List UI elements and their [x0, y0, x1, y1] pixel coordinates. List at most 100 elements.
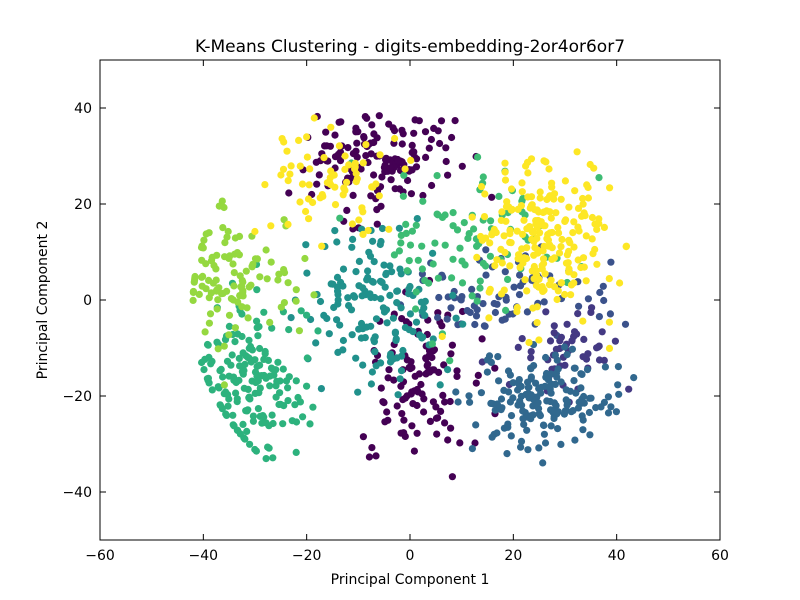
scatter-point [372, 362, 380, 370]
scatter-point [360, 133, 368, 141]
scatter-point [362, 141, 370, 149]
scatter-point [312, 339, 320, 347]
scatter-point [421, 128, 430, 136]
scatter-point [442, 144, 450, 152]
scatter-point [254, 405, 262, 413]
scatter-point [506, 262, 514, 270]
scatter-point [318, 191, 326, 199]
scatter-point [571, 328, 579, 336]
scatter-point [355, 325, 363, 333]
scatter-point [368, 368, 376, 376]
scatter-point [348, 331, 356, 339]
scatter-point [540, 430, 549, 438]
scatter-point [334, 296, 342, 304]
scatter-point [605, 318, 614, 326]
scatter-point [320, 154, 328, 162]
scatter-point [482, 262, 490, 270]
scatter-point [577, 370, 585, 378]
scatter-point [339, 282, 347, 290]
scatter-point [433, 172, 441, 180]
scatter-point [517, 443, 525, 451]
scatter-point [527, 354, 535, 362]
scatter-point [448, 341, 456, 349]
scatter-point [409, 148, 417, 156]
scatter-point [267, 364, 276, 372]
scatter-point [604, 409, 613, 417]
scatter-point [503, 450, 511, 458]
scatter-point [413, 429, 421, 437]
scatter-point [595, 215, 603, 223]
scatter-point [453, 367, 461, 375]
scatter-point [398, 140, 406, 148]
scatter-point [429, 249, 437, 257]
scatter-point [547, 422, 555, 430]
scatter-point [213, 305, 221, 313]
scatter-point [254, 332, 262, 340]
scatter-point [393, 287, 402, 295]
y-tick-label: 0 [83, 293, 92, 309]
scatter-point [380, 261, 388, 269]
scatter-point [586, 160, 594, 169]
scatter-point [443, 315, 451, 323]
scatter-point [378, 173, 386, 181]
scatter-point [557, 243, 565, 251]
scatter-point [534, 246, 542, 254]
scatter-point [615, 390, 623, 398]
scatter-point [364, 267, 372, 275]
scatter-point [550, 195, 558, 203]
scatter-point [452, 314, 460, 322]
scatter-point [275, 270, 283, 278]
x-tick-label: −60 [85, 548, 115, 564]
scatter-point [561, 343, 569, 351]
scatter-point [547, 389, 555, 397]
scatter-point [542, 308, 550, 316]
scatter-point [362, 152, 370, 160]
scatter-point [525, 338, 533, 347]
scatter-point [444, 436, 452, 444]
scatter-point [207, 289, 215, 297]
scatter-point [397, 304, 405, 312]
scatter-point [555, 229, 563, 237]
scatter-point [219, 373, 227, 381]
scatter-point [588, 213, 597, 222]
scatter-point [349, 191, 357, 199]
scatter-point [468, 285, 476, 293]
scatter-point [295, 327, 303, 335]
scatter-point [303, 133, 311, 141]
scatter-point [480, 213, 489, 221]
scatter-point [273, 377, 281, 385]
scatter-point [246, 440, 254, 448]
scatter-point [287, 162, 295, 170]
scatter-point [530, 228, 538, 236]
scatter-point [495, 377, 503, 385]
scatter-point [383, 319, 391, 327]
scatter-point [533, 319, 541, 327]
scatter-point [595, 174, 603, 182]
scatter-point [225, 331, 233, 339]
scatter-point [398, 126, 406, 134]
scatter-point [476, 277, 484, 285]
scatter-point [198, 282, 206, 290]
scatter-point [400, 171, 408, 179]
scatter-point [597, 403, 605, 411]
scatter-point [219, 224, 227, 232]
scatter-point [521, 276, 529, 284]
scatter-point [383, 408, 391, 416]
scatter-point [535, 275, 543, 283]
scatter-point [292, 448, 300, 456]
scatter-point [230, 269, 238, 277]
scatter-point [367, 150, 375, 158]
scatter-point [518, 188, 526, 196]
scatter-point [397, 382, 405, 390]
scatter-point [352, 128, 360, 136]
scatter-point [399, 396, 407, 404]
scatter-point [539, 255, 548, 263]
scatter-point [400, 416, 408, 424]
scatter-point [461, 261, 469, 269]
scatter-point [224, 402, 232, 410]
scatter-point [407, 190, 415, 198]
scatter-point [365, 453, 373, 461]
scatter-point [262, 455, 270, 463]
scatter-point [487, 217, 495, 225]
scatter-point [331, 227, 339, 235]
